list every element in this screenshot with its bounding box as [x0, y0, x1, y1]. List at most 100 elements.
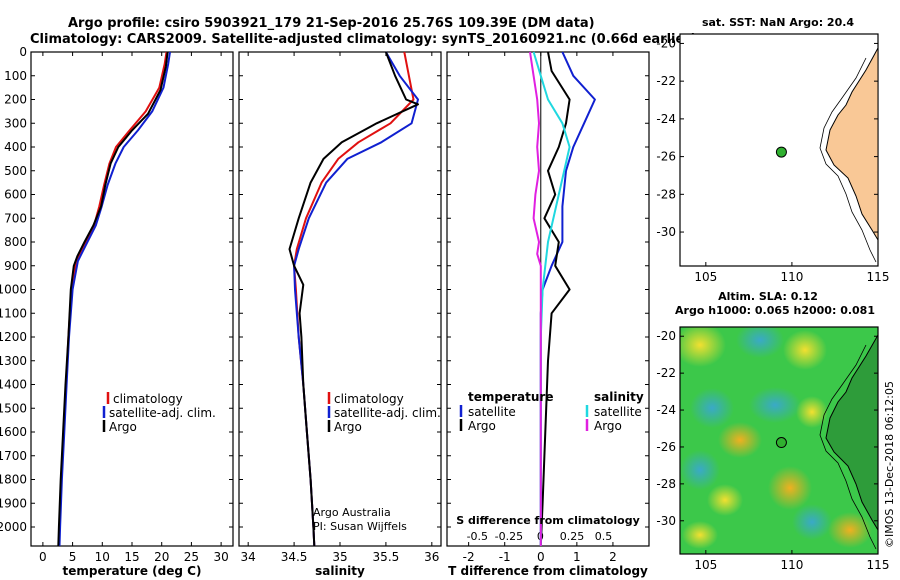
lat-tick-label: -30	[656, 225, 676, 239]
sla-argo-location-marker	[775, 437, 787, 449]
x-tick-label: 10	[95, 550, 110, 564]
lat-tick-label: -26	[656, 150, 676, 164]
sst-map-land	[825, 47, 879, 242]
legend-title-salinity: salinity	[594, 390, 644, 404]
depth-tick-label: 700	[4, 211, 27, 225]
depth-tick-label: 400	[4, 140, 27, 154]
difference-plot-frame	[446, 51, 650, 547]
depth-tick-label: 100	[4, 69, 27, 83]
depth-tick-label: 800	[4, 235, 27, 249]
lon-tick-label: 110	[780, 558, 803, 572]
lat-tick-label: -28	[656, 187, 676, 201]
sla-anomaly-high	[828, 512, 872, 548]
series-line-argo	[288, 51, 419, 547]
depth-tick-label: 1300	[0, 354, 27, 368]
sla-anomaly-high	[682, 521, 718, 549]
lon-tick-label: 115	[867, 558, 890, 572]
depth-tick-label: 1900	[0, 496, 27, 510]
imos-credit: ©IMOS 13-Dec-2018 06:12:05	[883, 381, 896, 548]
x-tick-label: 20	[154, 550, 169, 564]
lat-tick-label: -30	[656, 514, 676, 528]
lat-tick-label: -20	[656, 36, 676, 50]
x-tick-label: 2	[609, 550, 617, 564]
sst-map-title: sat. SST: NaN Argo: 20.4	[702, 16, 854, 29]
figure-title-line2: Climatology: CARS2009. Satellite-adjuste…	[30, 32, 697, 47]
x-tick-label: 1	[573, 550, 581, 564]
sla-anomaly-low	[792, 504, 832, 540]
sdiff-xlabel: S difference from climatology	[456, 514, 640, 527]
x-tick-label: 5	[69, 550, 77, 564]
depth-tick-label: 900	[4, 259, 27, 273]
x-tick-label: 25	[184, 550, 199, 564]
sla-map-axes: -20 -22 -24 -26 -28 -30 105 110 115	[656, 329, 889, 572]
salinity-legend: climatology satellite-adj. clim. Argo	[327, 392, 441, 434]
profile-panels: 0 5 10 15 20 25 30 34 34.5 35 35.5 36 -2 -1 0 1 2 -0.5 -0.…	[39, 51, 617, 564]
sla-anomaly-low	[690, 388, 734, 428]
sla-anomaly-high	[768, 466, 812, 510]
lat-tick-label: -26	[656, 440, 676, 454]
sla-map-isobath	[819, 344, 877, 550]
sla-anomaly-high	[680, 327, 726, 367]
figure-title-line1: Argo profile: csiro 5903921_179 21-Sep-2…	[68, 16, 595, 31]
sla-map-land	[825, 333, 878, 531]
series-line-satellite-adj-clim-	[293, 51, 419, 547]
sst-argo-location-marker	[775, 146, 787, 158]
salinity-xlabel: salinity	[315, 564, 365, 578]
depth-tick-label: 1600	[0, 425, 27, 439]
depth-tick-label: 0	[19, 45, 27, 59]
sla-map-subtitle: Argo h1000: 0.065 h2000: 0.081	[675, 304, 875, 317]
depth-tick-label: 1800	[0, 473, 27, 487]
legend-label-s-argo: Argo	[594, 419, 622, 433]
tdiff-xlabel: T difference from climatology	[448, 564, 648, 578]
lon-tick-label: 105	[694, 270, 717, 284]
lon-tick-label: 110	[780, 270, 803, 284]
sdiff-tick-label: 0.5	[595, 530, 613, 543]
depth-tick-label: 300	[4, 116, 27, 130]
sla-anomaly-high	[796, 396, 828, 428]
depth-axis: 0 100 200 300 400 500 600 700 800 900 1000 1100 1200…	[0, 45, 649, 534]
sla-field	[680, 327, 878, 554]
lon-tick-label: 105	[694, 558, 717, 572]
depth-tick-label: 1500	[0, 401, 27, 415]
salinity-plot-frame	[238, 51, 442, 547]
sla-anomaly-high	[718, 422, 762, 458]
legend-label-s-satellite: satellite	[594, 405, 642, 419]
x-tick-label: 30	[213, 550, 228, 564]
x-tick-label: 34	[241, 550, 256, 564]
lat-tick-label: -20	[656, 329, 676, 343]
lat-tick-label: -22	[656, 366, 676, 380]
sst-map-axes: -20 -22 -24 -26 -28 -30 105 110 115	[656, 36, 889, 284]
series-line-temperature-argo	[539, 51, 571, 547]
series-line-satellite-adj-clim-	[58, 51, 171, 547]
series-line-climatology	[293, 51, 415, 547]
depth-tick-label: 200	[4, 93, 27, 107]
sdiff-tick-label: -0.25	[495, 530, 523, 543]
sla-anomaly-low	[680, 450, 720, 490]
sdiff-tick-label: -0.5	[467, 530, 488, 543]
legend-title-temperature: temperature	[468, 390, 553, 404]
depth-tick-label: 2000	[0, 520, 27, 534]
depth-tick-label: 1200	[0, 330, 27, 344]
depth-tick-label: 1100	[0, 306, 27, 320]
depth-tick-label: 600	[4, 188, 27, 202]
legend-label-t-argo: Argo	[468, 419, 496, 433]
sla-map-title: Altim. SLA: 0.12	[718, 290, 818, 303]
depth-tick-label: 1400	[0, 378, 27, 392]
legend-label-satellite: satellite-adj. clim.	[109, 406, 216, 420]
panel-1: 34 34.5 35 35.5 36	[241, 51, 439, 564]
legend-label-argo: Argo	[334, 420, 362, 434]
x-tick-label: 15	[124, 550, 139, 564]
sla-anomaly-low	[736, 327, 784, 358]
credit-annotation-line2: PI: Susan Wijffels	[313, 520, 407, 533]
lat-tick-label: -28	[656, 477, 676, 491]
sla-anomaly-high	[783, 330, 827, 370]
series-line-temperature-satellite	[539, 51, 596, 546]
sla-anomaly-low	[749, 387, 801, 423]
x-tick-label: 0	[537, 550, 545, 564]
depth-tick-label: 1000	[0, 283, 27, 297]
series-line-argo	[57, 51, 169, 547]
legend-label-climatology: climatology	[334, 392, 404, 406]
lon-tick-label: 115	[867, 270, 890, 284]
x-tick-label: 35.5	[373, 550, 400, 564]
legend-label-t-satellite: satellite	[468, 405, 516, 419]
